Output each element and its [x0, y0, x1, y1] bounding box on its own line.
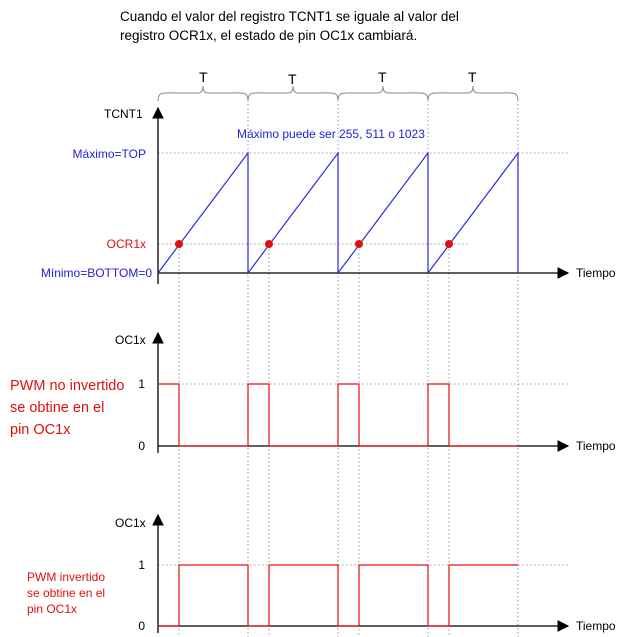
period-label-2: T [288, 71, 297, 87]
non-inverted-pwm-chart: OC1x 1 0 Tiempo PWM no invertido se obti… [10, 331, 616, 453]
vertical-guides [178, 100, 519, 637]
non-inv-note-line-2: se obtine en el [10, 400, 104, 416]
tcnt1-axis-label: TCNT1 [104, 107, 143, 121]
period-brace-1 [157, 85, 249, 102]
title-line-2: registro OCR1x, el estado de pin OC1x ca… [120, 28, 417, 43]
compare-match-dot-2 [265, 240, 273, 248]
non-inv-note-line-3: pin OC1x [10, 422, 71, 438]
inverted-pwm-chart: OC1x 1 0 Tiempo PWM invertido se obtine … [27, 513, 616, 633]
non-inv-tick-1: 1 [138, 377, 145, 391]
non-inv-note-line-1: PWM no invertido [10, 378, 124, 394]
inv-tick-0: 0 [138, 619, 145, 633]
period-label-3: T [378, 69, 387, 85]
inv-axis-label: OC1x [115, 516, 146, 530]
inv-note-line-1: PWM invertido [27, 570, 105, 584]
inv-note-line-3: pin OC1x [27, 602, 77, 616]
period-label-4: T [468, 69, 477, 85]
top-label: Máximo=TOP [73, 147, 146, 161]
title-line-1: Cuando el valor del registro TCNT1 se ig… [120, 9, 459, 24]
ocr-label: OCR1x [107, 237, 146, 251]
tcnt1-x-axis-label: Tiempo [576, 266, 616, 280]
compare-match-dot-1 [175, 240, 183, 248]
period-braces: T T T T [157, 69, 519, 102]
non-inverted-pwm-waveform [158, 383, 518, 447]
period-label-1: T [199, 69, 208, 85]
compare-match-dot-3 [355, 240, 363, 248]
non-inv-axis-label: OC1x [115, 333, 146, 347]
period-brace-4 [427, 85, 519, 102]
bottom-label: Mínimo=BOTTOM=0 [41, 266, 152, 280]
inv-note-line-2: se obtine en el [27, 586, 105, 600]
inv-x-axis-label: Tiempo [576, 619, 616, 633]
inverted-pwm-waveform [158, 564, 518, 627]
tcnt1-chart: TCNT1 Máximo puede ser 255, 511 o 1023 M… [41, 106, 616, 284]
compare-match-dot-4 [445, 240, 453, 248]
sawtooth-waveform [157, 151, 519, 275]
non-inv-x-axis-label: Tiempo [576, 439, 616, 453]
inv-tick-1: 1 [138, 558, 145, 572]
max-note: Máximo puede ser 255, 511 o 1023 [237, 127, 425, 141]
period-brace-2 [247, 85, 339, 102]
non-inv-tick-0: 0 [138, 439, 145, 453]
period-brace-3 [337, 85, 429, 102]
